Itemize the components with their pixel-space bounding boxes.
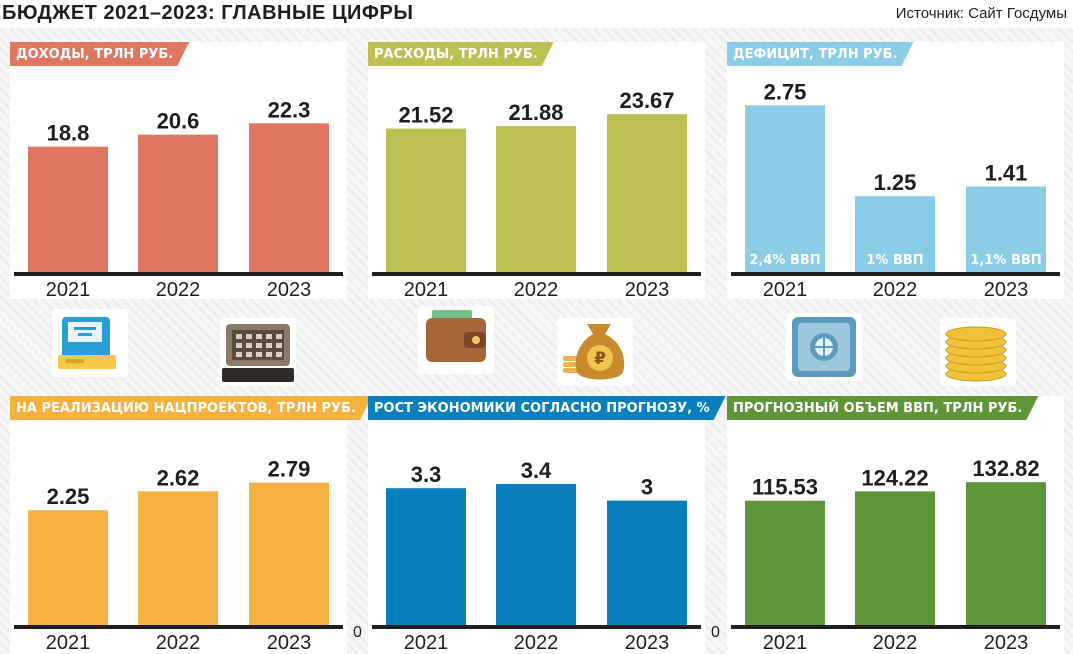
bar bbox=[855, 491, 935, 625]
data-label: 2.62 bbox=[157, 465, 200, 490]
tick-label: 2021 bbox=[763, 632, 808, 654]
tick-label: 2021 bbox=[404, 279, 449, 299]
data-label: 3 bbox=[641, 475, 653, 500]
svg-text:₽: ₽ bbox=[594, 349, 606, 369]
bar bbox=[607, 114, 687, 272]
data-label: 18.8 bbox=[47, 121, 90, 146]
revenue-bar-chart: 18.8 2021 20.6 2022 22.3 2023 bbox=[14, 97, 343, 299]
x-axis-line bbox=[731, 272, 1060, 276]
data-label: 21.88 bbox=[508, 100, 563, 125]
zero-label: 0 bbox=[353, 624, 362, 641]
tick-label: 2022 bbox=[514, 279, 559, 299]
money-bag-icon: ₽ bbox=[557, 318, 633, 386]
tick-label: 2022 bbox=[156, 279, 201, 299]
panel-title: РОСТ ЭКОНОМИКИ СОГЛАСНО ПРОГНОЗУ, % bbox=[368, 396, 726, 420]
bar bbox=[138, 134, 218, 272]
panel-title: РАСХОДЫ, ТРЛН РУБ. bbox=[368, 42, 554, 66]
panel-economic-growth: РОСТ ЭКОНОМИКИ СОГЛАСНО ПРОГНОЗУ, % 3.3 2… bbox=[368, 396, 705, 654]
data-label: 20.6 bbox=[157, 109, 200, 134]
data-label: 1.41 bbox=[985, 161, 1028, 186]
atm-icon bbox=[52, 309, 128, 377]
bar bbox=[249, 482, 329, 625]
tick-label: 2023 bbox=[267, 279, 312, 299]
coins-icon bbox=[940, 318, 1016, 386]
gdp-share-label: 1,1% ВВП bbox=[970, 253, 1041, 268]
panel-title: ПРОГНОЗНЫЙ ОБЪЕМ ВВП, ТРЛН РУБ. bbox=[727, 396, 1038, 420]
panel-title: ДЕФИЦИТ, ТРЛН РУБ. bbox=[727, 42, 914, 66]
tick-label: 2022 bbox=[514, 632, 559, 654]
tick-label: 2021 bbox=[763, 279, 808, 299]
bar bbox=[496, 484, 576, 625]
x-axis-line bbox=[372, 272, 701, 276]
tick-label: 2023 bbox=[625, 632, 670, 654]
tick-label: 2023 bbox=[984, 632, 1029, 654]
panel-national-projects: НА РЕАЛИЗАЦИЮ НАЦПРОЕКТОВ, ТРЛН РУБ. 2.2… bbox=[10, 396, 347, 654]
tick-label: 2021 bbox=[46, 279, 91, 299]
data-label: 2.75 bbox=[764, 79, 807, 104]
cash-register-icon bbox=[220, 318, 296, 386]
tick-label: 2022 bbox=[873, 632, 918, 654]
gdp-share-label: 2,4% ВВП bbox=[749, 253, 820, 268]
economic-growth-bar-chart: 3.3 2021 3.4 2022 3 2023 bbox=[372, 458, 701, 654]
national-projects-bar-chart: 2.25 2021 2.62 2022 2.79 2023 bbox=[14, 457, 343, 654]
tick-label: 2023 bbox=[625, 279, 670, 299]
gdp-forecast-bar-chart: 115.53 2021 124.22 2022 132.82 2023 bbox=[731, 456, 1060, 654]
bar bbox=[28, 510, 108, 625]
bar bbox=[138, 491, 218, 625]
panel-gdp-forecast: ПРОГНОЗНЫЙ ОБЪЕМ ВВП, ТРЛН РУБ. 115.53 20… bbox=[727, 396, 1064, 654]
panel-title: ДОХОДЫ, ТРЛН РУБ. bbox=[10, 42, 189, 66]
x-axis-line bbox=[14, 272, 343, 276]
expenses-bar-chart: 21.52 2021 21.88 2022 23.67 2023 bbox=[372, 88, 701, 299]
data-label: 2.25 bbox=[47, 484, 90, 509]
x-axis-line bbox=[731, 625, 1060, 629]
bar bbox=[607, 500, 687, 625]
page-title: БЮДЖЕТ 2021–2023: ГЛАВНЫЕ ЦИФРЫ bbox=[2, 2, 414, 24]
data-label: 22.3 bbox=[268, 97, 311, 122]
panel-expenses: РАСХОДЫ, ТРЛН РУБ. 21.52 2021 21.88 2022 23.… bbox=[368, 42, 705, 299]
data-label: 115.53 bbox=[752, 475, 818, 500]
bar bbox=[745, 500, 825, 625]
bar bbox=[966, 482, 1046, 625]
data-label: 132.82 bbox=[972, 456, 1039, 481]
data-label: 3.3 bbox=[411, 462, 442, 487]
panel-revenue: ДОХОДЫ, ТРЛН РУБ. 18.8 2021 20.6 2022 22.3 20… bbox=[10, 42, 347, 299]
gdp-share-label: 1% ВВП bbox=[866, 253, 923, 268]
bar bbox=[386, 128, 466, 272]
tick-label: 2021 bbox=[404, 632, 449, 654]
data-label: 23.67 bbox=[619, 88, 674, 113]
safe-icon bbox=[786, 313, 862, 381]
data-label: 3.4 bbox=[521, 458, 552, 483]
bar bbox=[249, 123, 329, 272]
panel-title: НА РЕАЛИЗАЦИЮ НАЦПРОЕКТОВ, ТРЛН РУБ. bbox=[10, 396, 372, 420]
tick-label: 2023 bbox=[984, 279, 1029, 299]
bar bbox=[855, 196, 935, 272]
wallet-icon bbox=[418, 306, 494, 374]
x-axis-line bbox=[372, 625, 701, 629]
tick-label: 2021 bbox=[46, 632, 91, 654]
bar bbox=[745, 105, 825, 272]
zero-label: 0 bbox=[711, 624, 720, 641]
x-axis-line bbox=[14, 625, 343, 629]
data-label: 21.52 bbox=[398, 103, 453, 128]
panel-deficit: ДЕФИЦИТ, ТРЛН РУБ. 2.75 2,4% ВВП 2021 1.25 1… bbox=[727, 42, 1064, 299]
bar bbox=[386, 488, 466, 625]
deficit-bar-chart: 2.75 2,4% ВВП 2021 1.25 1% ВВП 2022 1.41 1,1% В… bbox=[731, 79, 1060, 299]
data-label: 2.79 bbox=[268, 457, 311, 482]
data-label: 1.25 bbox=[874, 170, 917, 195]
tick-label: 2022 bbox=[873, 279, 918, 299]
bar bbox=[496, 126, 576, 272]
bar bbox=[28, 146, 108, 272]
bar bbox=[966, 186, 1046, 272]
source-note: Источник: Сайт Госдумы bbox=[895, 5, 1067, 22]
tick-label: 2022 bbox=[156, 632, 201, 654]
data-label: 124.22 bbox=[861, 465, 928, 490]
tick-label: 2023 bbox=[267, 632, 312, 654]
